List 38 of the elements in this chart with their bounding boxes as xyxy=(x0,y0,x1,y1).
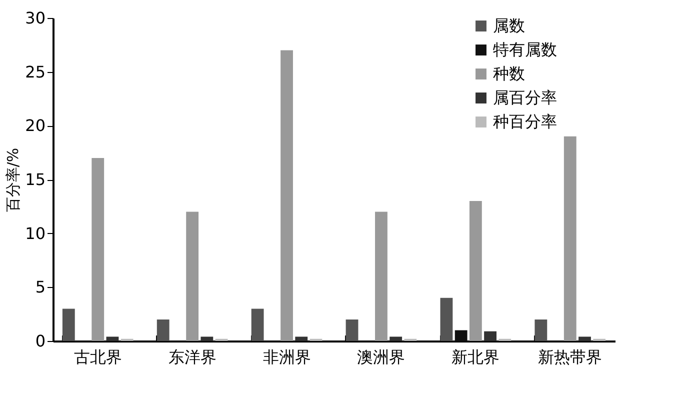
bar xyxy=(469,201,482,341)
bar xyxy=(578,336,591,341)
bar xyxy=(390,336,402,341)
bar xyxy=(454,330,468,341)
x-tick-label: 古北界 xyxy=(74,348,122,366)
bar xyxy=(534,319,548,341)
bar xyxy=(92,158,104,341)
bar xyxy=(251,308,264,341)
y-tick-label: 30 xyxy=(25,8,46,28)
bar xyxy=(186,212,199,341)
bar xyxy=(280,50,293,341)
bar xyxy=(564,136,576,341)
y-tick-label: 5 xyxy=(35,278,46,297)
legend-label: 种百分率 xyxy=(493,112,557,131)
bar xyxy=(106,336,119,341)
x-tick-label: 新热带界 xyxy=(538,348,602,366)
legend-label: 种数 xyxy=(493,64,525,83)
x-tick-label: 新北界 xyxy=(452,348,500,366)
bar xyxy=(295,336,308,341)
bar xyxy=(62,308,75,341)
y-tick-label: 0 xyxy=(35,332,46,350)
bar xyxy=(484,331,496,341)
legend-label: 属百分率 xyxy=(493,88,557,107)
x-tick-label: 澳洲界 xyxy=(357,348,406,366)
bar xyxy=(200,336,214,341)
y-tick-label: 15 xyxy=(25,170,46,189)
y-axis-title: 百分率/% xyxy=(4,148,22,212)
legend-label: 特有属数 xyxy=(493,40,557,59)
bar xyxy=(375,212,388,341)
x-tick-label: 非洲界 xyxy=(262,348,311,366)
x-tick-label: 东洋界 xyxy=(168,348,216,366)
bar xyxy=(440,298,453,341)
y-tick-label: 20 xyxy=(25,116,46,136)
y-tick-label: 25 xyxy=(25,62,46,82)
bar xyxy=(156,319,170,341)
legend-label: 属数 xyxy=(493,16,525,35)
bar xyxy=(346,319,358,341)
y-tick-label: 10 xyxy=(25,224,46,243)
